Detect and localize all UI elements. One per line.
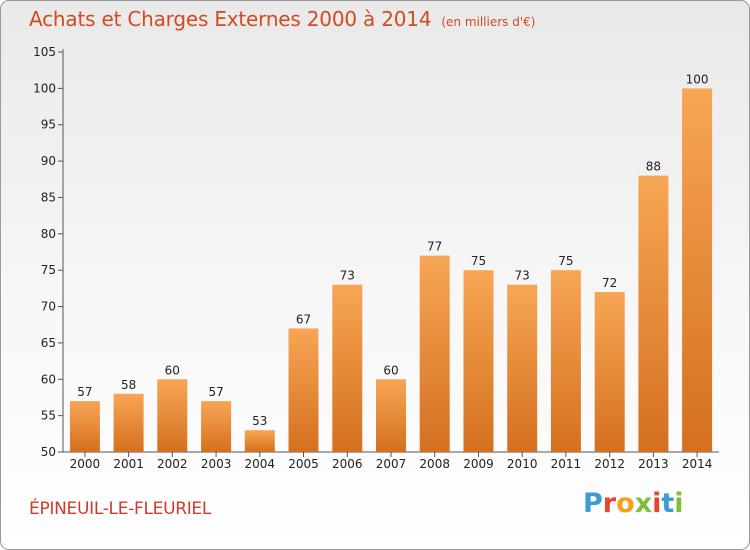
commune-name: ÉPINEUIL-LE-FLEURIEL [29,499,212,519]
bar-2011[interactable] [550,270,581,452]
data-label-2005: 67 [296,312,311,326]
logo-letter: i [674,488,684,519]
x-tick-label-2009: 2009 [463,457,494,471]
data-label-2011: 75 [558,254,573,268]
bar-2001[interactable] [113,393,144,452]
y-tick-label: 80 [41,227,56,241]
x-tick-label-2011: 2011 [551,457,582,471]
logo-letter: t [661,488,675,519]
proxiti-logo[interactable]: Proxiti [583,488,684,519]
data-label-2001: 58 [121,378,136,392]
x-tick-label-2002: 2002 [157,457,188,471]
data-label-2009: 75 [471,254,486,268]
data-label-2000: 57 [77,385,92,399]
bar-2003[interactable] [201,401,232,452]
y-tick-label: 100 [33,81,56,95]
bar-2009[interactable] [463,270,494,452]
x-tick-label-2012: 2012 [594,457,625,471]
data-label-2004: 53 [252,414,267,428]
data-label-2008: 77 [427,240,442,254]
bars [69,88,713,453]
x-tick-label-2014: 2014 [682,457,713,471]
bar-2002[interactable] [157,379,188,452]
x-tick-label-2004: 2004 [245,457,276,471]
y-tick-label: 55 [41,409,56,423]
bar-2008[interactable] [419,255,450,452]
x-tick-label-2007: 2007 [376,457,407,471]
title-line: Achats et Charges Externes 2000 à 2014 (e… [29,7,535,31]
y-tick-label: 85 [41,190,56,204]
y-tick-label: 50 [41,445,56,459]
data-label-2013: 88 [646,160,661,174]
data-label-2002: 60 [165,363,180,377]
data-labels: 57 2000 58 2001 60 2002 57 2003 53 2004 67 2005 73 20… [70,72,713,471]
y-tick-label: 105 [33,45,56,59]
bar-2013[interactable] [638,175,669,452]
data-label-2003: 57 [208,385,223,399]
logo-letter: x [634,488,653,519]
y-tick-label: 75 [41,263,56,277]
bar-2014[interactable] [682,88,713,453]
data-label-2006: 73 [340,269,355,283]
bar-2007[interactable] [376,379,406,452]
y-tick-label: 90 [41,154,56,168]
logo-letter: P [583,488,603,519]
y-tick-label: 70 [41,300,56,314]
data-label-2014: 100 [686,72,709,86]
x-tick-label-2005: 2005 [288,457,319,471]
bar-2006[interactable] [332,284,363,452]
bar-2000[interactable] [69,401,100,452]
data-label-2010: 73 [515,269,530,283]
data-label-2012: 72 [602,276,617,290]
x-tick-label-2001: 2001 [113,457,144,471]
chart-title: Achats et Charges Externes 2000 à 2014 [29,7,432,31]
bar-2004[interactable] [244,430,275,452]
logo-letter: r [602,488,617,519]
axes: 50 55 60 65 70 75 80 85 90 95 100 105 [33,45,719,459]
x-tick-label-2013: 2013 [638,457,669,471]
bar-2005[interactable] [288,328,319,452]
x-tick-label-2010: 2010 [507,457,538,471]
logo-letter: i [652,488,662,519]
x-tick-label-2003: 2003 [201,457,232,471]
y-tick-label: 65 [41,336,56,350]
logo-letter: o [616,488,635,519]
x-tick-label-2000: 2000 [70,457,101,471]
data-label-2007: 60 [383,363,398,377]
y-tick-label: 95 [41,118,56,132]
x-tick-label-2006: 2006 [332,457,363,471]
chart-subtitle: (en milliers d'€) [441,15,536,29]
bar-2010[interactable] [507,284,538,452]
x-tick-label-2008: 2008 [419,457,450,471]
bar-2012[interactable] [594,292,625,452]
y-tick-label: 60 [41,372,56,386]
